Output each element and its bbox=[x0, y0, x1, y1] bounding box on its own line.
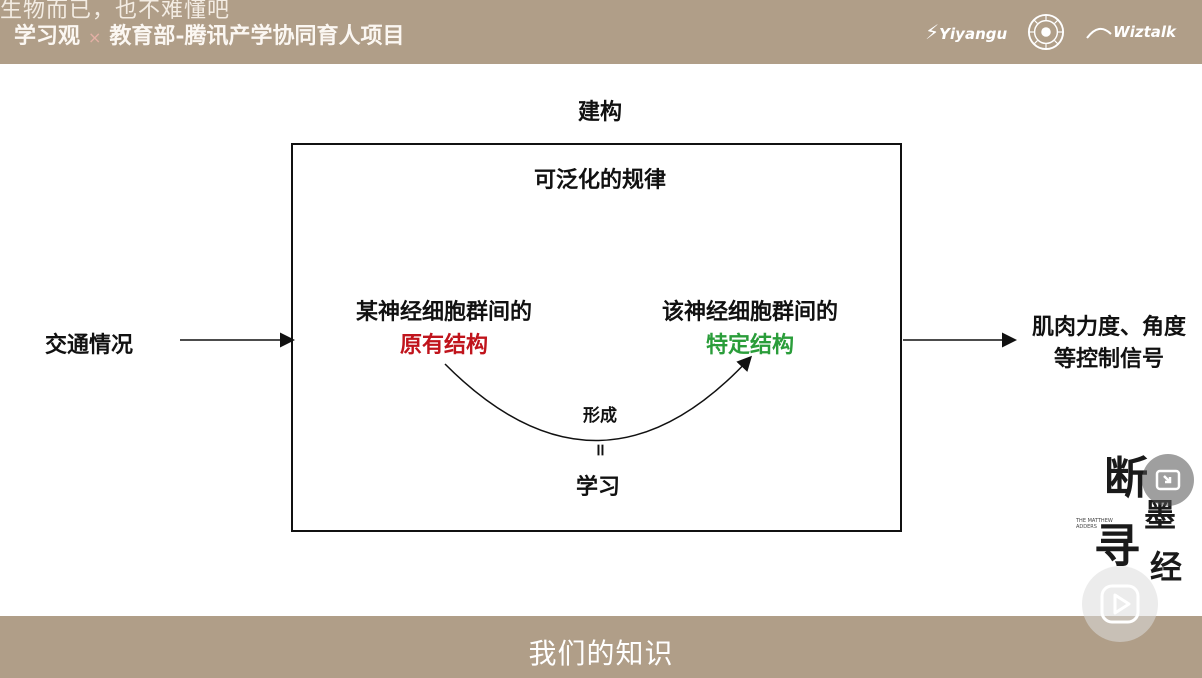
learning-label: 学习 bbox=[575, 474, 620, 500]
input-label: 交通情况 bbox=[44, 332, 133, 358]
output-line1: 肌肉力度、角度 bbox=[1031, 314, 1186, 340]
wiztalk-logo: Wiztalk bbox=[1085, 23, 1176, 41]
original-structure-line1: 某神经细胞群间的 bbox=[355, 299, 532, 325]
watermark-fine-print-2: ADDERS bbox=[1076, 524, 1097, 530]
wiztalk-arc-icon bbox=[1086, 27, 1112, 39]
play-icon bbox=[1100, 584, 1140, 624]
university-seal-icon bbox=[1028, 13, 1065, 51]
subtitle-caption: 我们的知识 bbox=[528, 637, 674, 670]
partner-logos: ⚡Yiyangu Wiztalk bbox=[925, 12, 1176, 52]
pip-icon bbox=[1155, 469, 1181, 491]
course-title: 学习观 × 教育部-腾讯产学协同育人项目 bbox=[14, 18, 405, 50]
project-name: 教育部-腾讯产学协同育人项目 bbox=[109, 23, 405, 49]
separator: × bbox=[88, 28, 102, 47]
specific-structure-line2: 特定结构 bbox=[705, 332, 794, 358]
formation-curve-arrow bbox=[444, 355, 753, 442]
bottom-subtitle-bar: 我们的知识 bbox=[0, 616, 1202, 678]
yiyang-logo: ⚡Yiyangu bbox=[925, 20, 1008, 44]
watermark-fine-print-1: THE MATTHEW bbox=[1076, 518, 1113, 524]
form-label: 形成 bbox=[583, 406, 617, 426]
brand-name: 学习观 bbox=[14, 23, 81, 49]
play-button[interactable] bbox=[1082, 566, 1158, 642]
box-title: 可泛化的规律 bbox=[533, 167, 666, 193]
construct-label: 建构 bbox=[577, 99, 622, 125]
picture-in-picture-button[interactable] bbox=[1142, 454, 1194, 506]
subtitle-overlay: 生物而已，也不难懂吧 bbox=[0, 0, 231, 23]
calligraphy-watermark-logo: 断 墨 寻 经 THE MATTHEW ADDERS bbox=[1076, 453, 1183, 586]
specific-structure-line1: 该神经细胞群间的 bbox=[661, 299, 838, 325]
original-structure-line2: 原有结构 bbox=[399, 332, 488, 358]
output-line2: 等控制信号 bbox=[1053, 346, 1164, 372]
top-banner: 生物而已，也不难懂吧 学习观 × 教育部-腾讯产学协同育人项目 ⚡Yiyangu W… bbox=[0, 0, 1202, 64]
